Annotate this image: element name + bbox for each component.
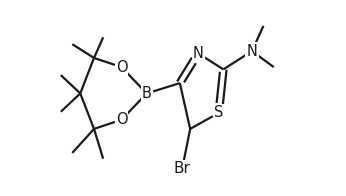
Text: Br: Br	[174, 162, 191, 176]
Text: O: O	[116, 112, 127, 127]
Text: B: B	[142, 86, 152, 101]
Text: S: S	[214, 105, 224, 120]
Text: N: N	[193, 46, 204, 61]
Text: O: O	[116, 60, 127, 75]
Text: N: N	[247, 44, 257, 59]
